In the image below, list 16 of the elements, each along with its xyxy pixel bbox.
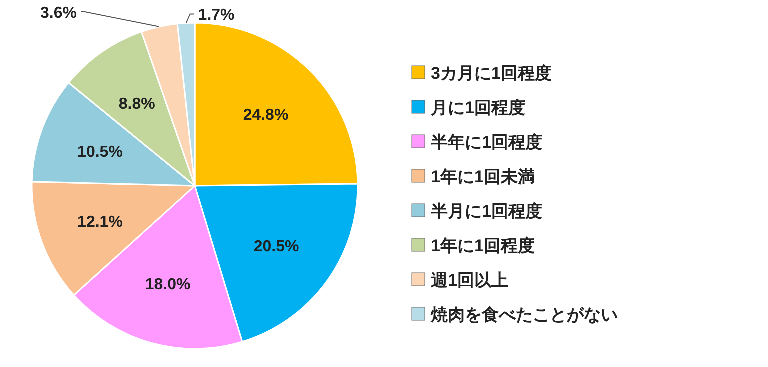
legend-label: 1年に1回程度	[431, 236, 535, 256]
legend-label: 3カ月に1回程度	[431, 64, 552, 83]
data-label: 20.5%	[254, 238, 300, 256]
legend-label: 週1回以上	[430, 271, 508, 290]
data-label: 10.5%	[78, 144, 123, 161]
legend-label: 月に1回程度	[430, 98, 526, 118]
data-label: 3.6%	[40, 5, 77, 22]
data-label: 12.1%	[78, 214, 123, 232]
data-label: 1.7%	[198, 7, 235, 24]
data-label: 18.0%	[145, 276, 191, 294]
data-label: 24.8%	[243, 107, 289, 124]
legend-label: 半月に1回程度	[430, 202, 542, 221]
legend-label: 1年に1回未満	[431, 168, 535, 186]
data-label: 8.8%	[118, 96, 156, 114]
legend-label: 焼肉を食べたことがない	[430, 306, 618, 324]
legend-label: 半年に1回程度	[430, 133, 542, 152]
